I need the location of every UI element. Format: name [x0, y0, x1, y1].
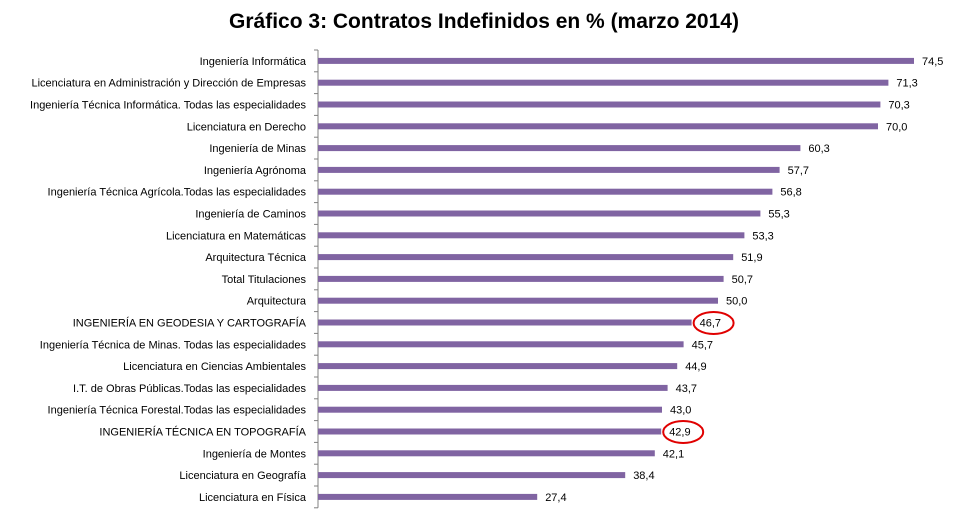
bar	[318, 319, 692, 326]
value-label: 71,3	[896, 78, 917, 90]
value-label: 70,0	[886, 121, 907, 133]
value-labels: 74,5 71,3 70,3 70,0 60,3 57,7 56,8 55,3 53,3 51,9…	[545, 56, 943, 504]
category-label: Arquitectura Técnica	[205, 252, 307, 264]
category-label: Ingeniería Técnica de Minas. Todas las e…	[40, 339, 307, 351]
value-label: 46,7	[700, 318, 721, 330]
value-label: 42,1	[663, 448, 684, 460]
bar	[318, 363, 678, 370]
value-label: 53,3	[752, 230, 773, 242]
bar	[318, 450, 655, 457]
bar	[318, 275, 724, 282]
bar	[318, 166, 780, 173]
category-label: Ingeniería de Caminos	[195, 209, 306, 221]
category-label: Licenciatura en Física	[199, 492, 307, 504]
category-label: Arquitectura	[247, 296, 307, 308]
value-label: 44,9	[685, 361, 706, 373]
value-label: 51,9	[741, 252, 762, 264]
bar	[318, 123, 878, 130]
category-label: Licenciatura en Geografía	[179, 470, 306, 482]
value-label: 50,0	[726, 296, 747, 308]
value-label: 70,3	[888, 100, 909, 112]
bar	[318, 406, 662, 413]
category-label: INGENIERÍA TÉCNICA EN TOPOGRAFÍA	[99, 426, 306, 439]
value-label: 57,7	[788, 165, 809, 177]
value-label: 43,0	[670, 405, 691, 417]
highlight-circle	[692, 311, 735, 335]
value-label: 60,3	[808, 143, 829, 155]
category-label: Licenciatura en Matemáticas	[166, 230, 307, 242]
category-label: Ingeniería de Montes	[203, 448, 307, 460]
bar	[318, 341, 684, 348]
bar	[318, 297, 718, 304]
bar	[318, 472, 626, 479]
highlight-circle	[662, 420, 705, 444]
category-label: Ingeniería de Minas	[209, 143, 306, 155]
bar	[318, 232, 745, 239]
annotations	[662, 311, 735, 444]
value-label: 56,8	[780, 187, 801, 199]
category-label: Ingeniería Agrónoma	[204, 165, 307, 177]
bar	[318, 101, 881, 108]
bar	[318, 188, 773, 195]
category-label: Ingeniería Informática	[200, 56, 307, 68]
category-label: Licenciatura en Derecho	[187, 121, 306, 133]
bar	[318, 57, 914, 64]
value-label: 27,4	[545, 492, 566, 504]
category-label: INGENIERÍA EN GEODESIA Y CARTOGRAFÍA	[73, 317, 307, 330]
value-label: 50,7	[732, 274, 753, 286]
bar	[318, 210, 761, 217]
value-label: 45,7	[692, 339, 713, 351]
value-label: 55,3	[768, 209, 789, 221]
bar	[318, 428, 662, 435]
value-label: 38,4	[633, 470, 654, 482]
category-label: Ingeniería Técnica Forestal.Todas las es…	[48, 405, 307, 417]
bar	[318, 145, 801, 152]
category-label: Licenciatura en Administración y Direcci…	[31, 78, 306, 90]
bar	[318, 493, 538, 500]
category-labels: Ingeniería Informática Licenciatura en Ad…	[30, 56, 307, 504]
category-label: I.T. de Obras Públicas.Todas las especia…	[73, 383, 306, 395]
bar	[318, 384, 668, 391]
value-label: 43,7	[676, 383, 697, 395]
category-label: Ingeniería Técnica Agrícola.Todas las es…	[48, 187, 307, 199]
chart-title: Gráfico 3: Contratos Indefinidos en % (m…	[229, 10, 739, 33]
bar	[318, 254, 734, 261]
value-label: 74,5	[922, 56, 943, 68]
value-label: 42,9	[669, 427, 690, 439]
category-label: Ingeniería Técnica Informática. Todas la…	[30, 100, 306, 112]
category-label: Total Titulaciones	[222, 274, 307, 286]
axis-layer	[314, 49, 319, 509]
bar	[318, 79, 889, 86]
bars-layer	[318, 57, 914, 500]
category-label: Licenciatura en Ciencias Ambientales	[123, 361, 306, 373]
